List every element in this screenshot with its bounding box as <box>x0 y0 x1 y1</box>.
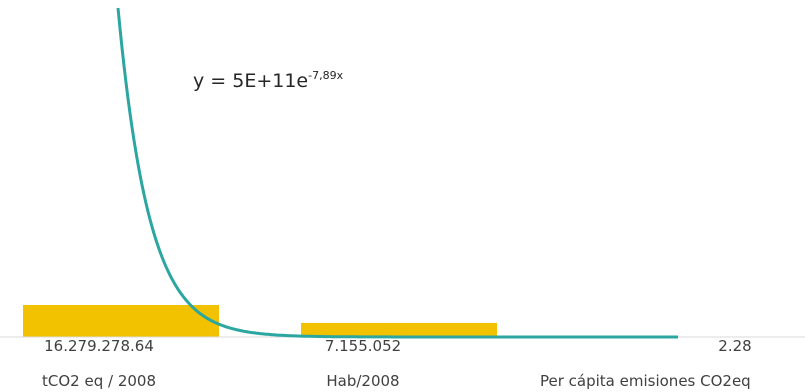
exponential-trendline <box>116 7 678 339</box>
bar-2 <box>301 322 497 337</box>
trendline-equation: y = 5E+11e-7,89x <box>193 69 344 92</box>
bar-1 <box>23 305 219 337</box>
category-label-2: Hab/2008 <box>326 372 399 390</box>
equation-base: y = 5E+11e <box>193 70 308 92</box>
data-label-1: 16.279.278.64 <box>44 337 154 355</box>
equation-exponent: -7,89x <box>308 69 343 82</box>
data-labels-group: 16.279.278.64 7.155.052 2.28 <box>44 337 752 355</box>
category-label-3: Per cápita emisiones CO2eq <box>540 372 751 390</box>
category-labels-group: tCO2 eq / 2008 Hab/2008 Per cápita emision… <box>42 372 751 390</box>
category-label-1: tCO2 eq / 2008 <box>42 372 156 390</box>
data-label-3: 2.28 <box>718 337 751 355</box>
data-label-2: 7.155.052 <box>325 337 401 355</box>
bars-group <box>23 305 497 337</box>
